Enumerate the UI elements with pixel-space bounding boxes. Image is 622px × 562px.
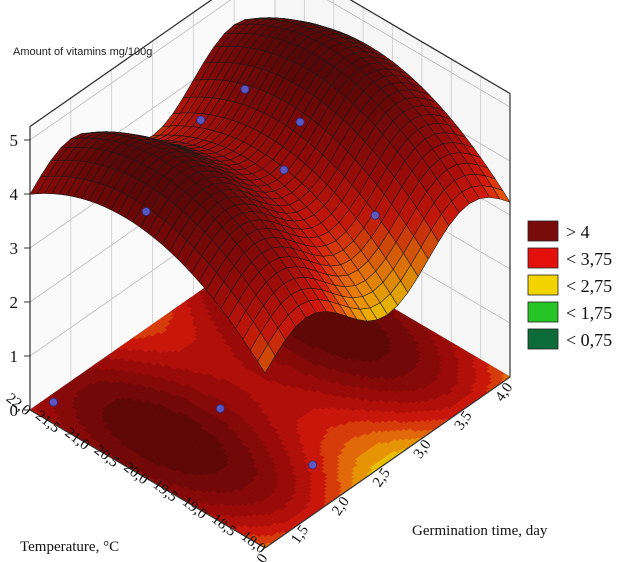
surface-chart: 0123451,01,52,02,53,03,54,018,018,519,01… bbox=[3, 0, 612, 562]
